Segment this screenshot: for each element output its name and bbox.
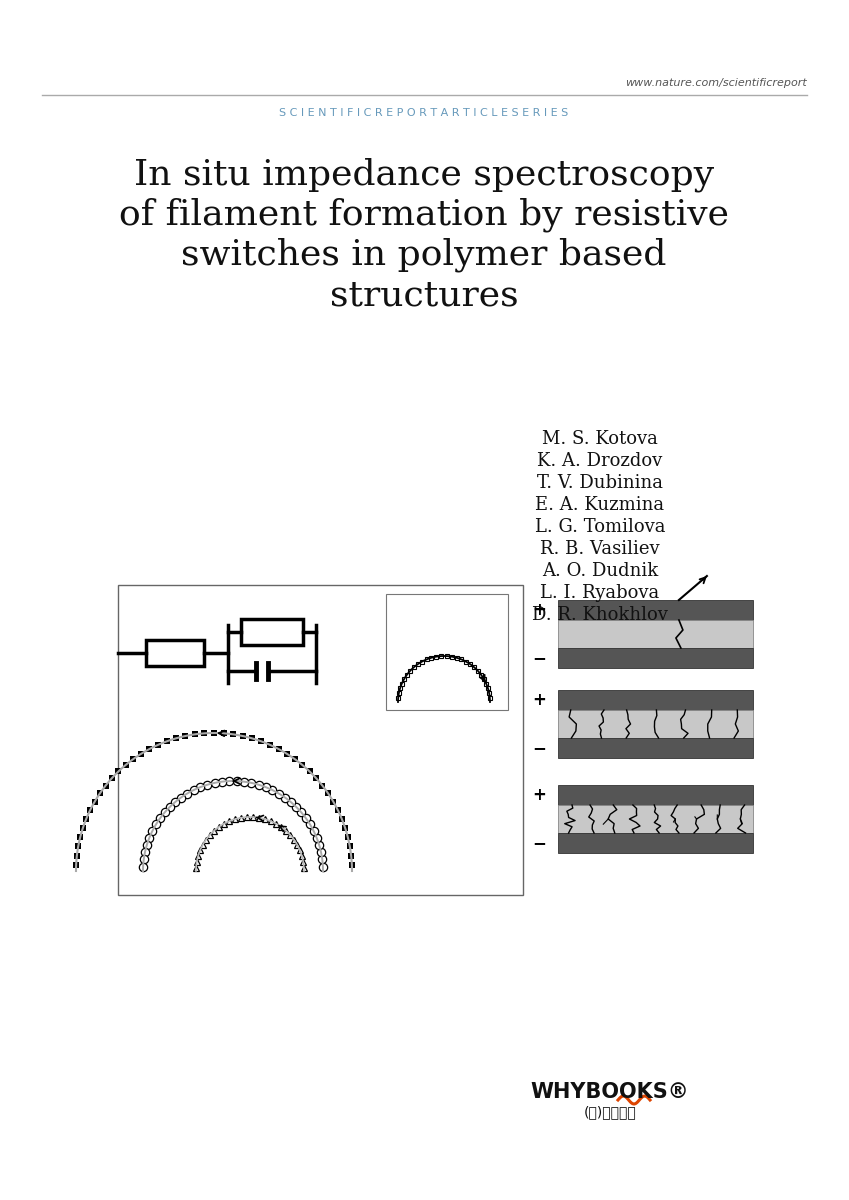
Bar: [558, 738, 753, 758]
Bar: [241, 619, 303, 646]
Text: −: −: [532, 834, 546, 852]
Text: S C I E N T I F I C R E P O R T A R T I C L E S E R I E S: S C I E N T I F I C R E P O R T A R T I …: [279, 108, 569, 118]
Text: L. G. Tomilova: L. G. Tomilova: [535, 518, 666, 536]
Text: (주)와이북스: (주)와이북스: [583, 1105, 637, 1118]
Text: +: +: [532, 691, 546, 709]
Bar: [558, 648, 753, 668]
Text: In situ impedance spectroscopy: In situ impedance spectroscopy: [134, 158, 714, 192]
Text: A. O. Dudnik: A. O. Dudnik: [542, 562, 658, 580]
Text: R. B. Vasiliev: R. B. Vasiliev: [540, 540, 660, 558]
Text: D. R. Khokhlov: D. R. Khokhlov: [532, 606, 668, 624]
Text: L. I. Ryabova: L. I. Ryabova: [540, 584, 660, 602]
Bar: [558, 785, 753, 805]
Text: E. A. Kuzmina: E. A. Kuzmina: [536, 496, 665, 514]
Bar: [558, 690, 753, 710]
Text: WHYBOOKS®: WHYBOOKS®: [531, 1082, 689, 1102]
Bar: [386, 594, 508, 710]
Text: structures: structures: [329, 278, 518, 312]
Bar: [558, 620, 753, 648]
Bar: [558, 833, 753, 853]
Bar: [118, 584, 523, 895]
Text: T. V. Dubinina: T. V. Dubinina: [537, 474, 663, 492]
Text: M. S. Kotova: M. S. Kotova: [542, 430, 658, 448]
Text: of filament formation by resistive: of filament formation by resistive: [119, 198, 729, 233]
Text: −: −: [532, 739, 546, 757]
Text: K. A. Drozdov: K. A. Drozdov: [537, 452, 662, 470]
Text: +: +: [532, 601, 546, 619]
Text: www.nature.com/scientificreport: www.nature.com/scientificreport: [625, 78, 807, 88]
Bar: [558, 600, 753, 620]
Bar: [558, 710, 753, 738]
Text: −: −: [532, 649, 546, 667]
Bar: [146, 640, 204, 666]
Text: switches in polymer based: switches in polymer based: [182, 238, 666, 272]
Text: +: +: [532, 786, 546, 804]
Bar: [558, 805, 753, 833]
